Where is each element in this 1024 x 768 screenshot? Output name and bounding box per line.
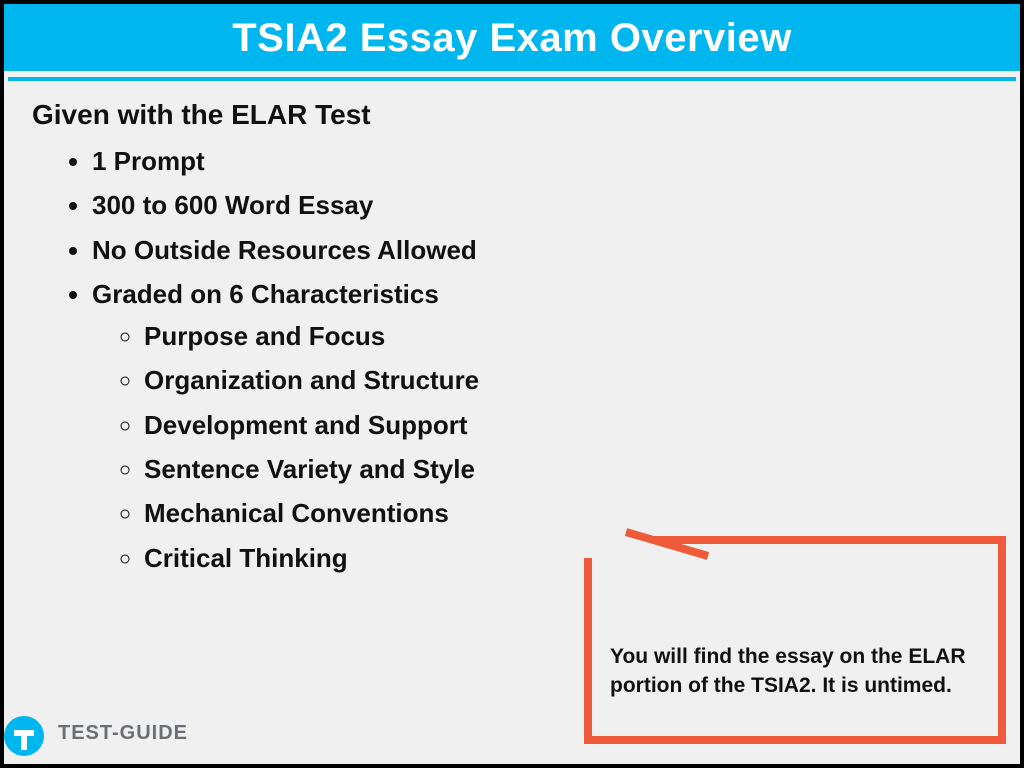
list-item-label: Graded on 6 Characteristics xyxy=(92,279,439,309)
brand-logo: TEST-GUIDE xyxy=(4,710,188,756)
content-area: Given with the ELAR Test 1 Prompt 300 to… xyxy=(4,81,1020,578)
list-item: Purpose and Focus xyxy=(144,316,992,356)
list-item: Development and Support xyxy=(144,405,992,445)
brand-badge-icon xyxy=(4,710,50,756)
lead-text: Given with the ELAR Test xyxy=(32,99,992,131)
callout-border-icon xyxy=(582,528,1014,746)
list-item: No Outside Resources Allowed xyxy=(92,230,992,270)
list-item: 1 Prompt xyxy=(92,141,992,181)
list-item: 300 to 600 Word Essay xyxy=(92,185,992,225)
callout-box: You will find the essay on the ELAR port… xyxy=(582,528,1014,746)
brand-name: TEST-GUIDE xyxy=(58,722,188,745)
list-item: Sentence Variety and Style xyxy=(144,449,992,489)
main-bullet-list: 1 Prompt 300 to 600 Word Essay No Outsid… xyxy=(32,141,992,578)
page-title: TSIA2 Essay Exam Overview xyxy=(232,16,792,60)
page-title-bar: TSIA2 Essay Exam Overview xyxy=(4,4,1020,71)
list-item: Organization and Structure xyxy=(144,360,992,400)
callout-text: You will find the essay on the ELAR port… xyxy=(610,643,984,700)
